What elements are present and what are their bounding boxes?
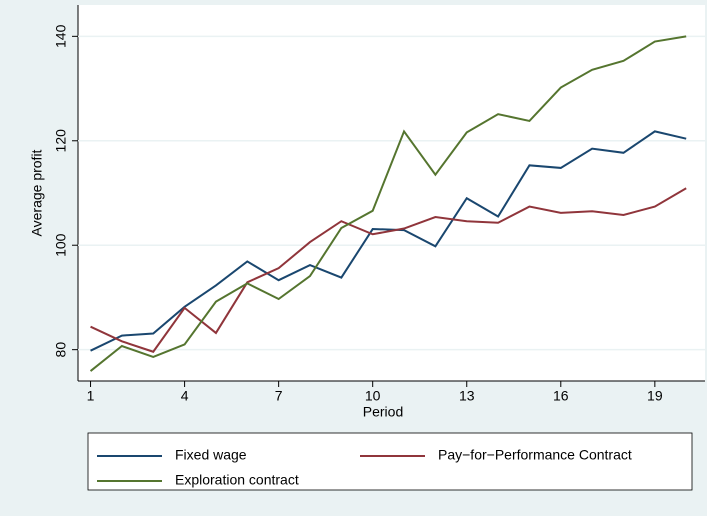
- x-tick-label: 10: [365, 388, 381, 404]
- line: [90, 187, 687, 353]
- legend-label: Pay−for−Performance Contract: [438, 447, 632, 463]
- y-tick-label: 100: [53, 233, 69, 257]
- x-tick-label: 7: [275, 388, 283, 404]
- x-tick-label: 19: [647, 388, 663, 404]
- x-axis-label: Period: [363, 404, 403, 420]
- y-tick-label: 140: [53, 24, 69, 48]
- y-tick-label: 120: [53, 129, 69, 153]
- legend-label: Fixed wage: [175, 447, 247, 463]
- x-tick-label: 4: [181, 388, 189, 404]
- y-axis-label: Average profit: [29, 149, 45, 236]
- y-tick-label: 80: [53, 342, 69, 358]
- line: [90, 130, 687, 352]
- line: [89, 35, 687, 372]
- x-tick-label: 1: [87, 388, 95, 404]
- x-tick-label: 16: [553, 388, 569, 404]
- legend: [87, 432, 693, 491]
- x-tick-label: 13: [459, 388, 475, 404]
- legend-label: Exploration contract: [175, 472, 299, 488]
